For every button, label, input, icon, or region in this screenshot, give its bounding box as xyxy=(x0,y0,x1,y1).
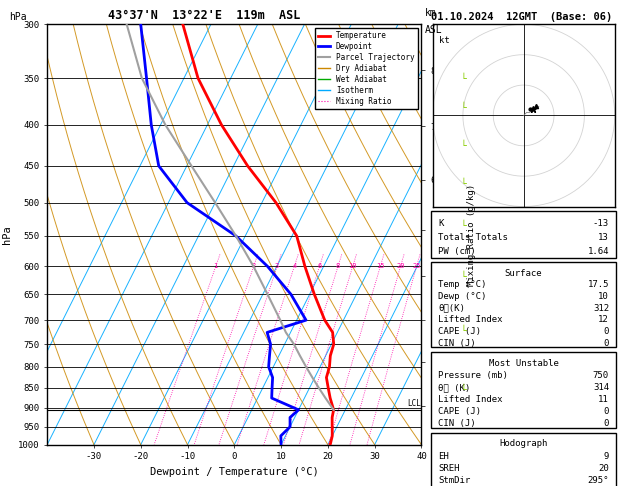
Text: -13: -13 xyxy=(593,219,609,228)
Text: Dewp (°C): Dewp (°C) xyxy=(438,292,487,301)
Text: CAPE (J): CAPE (J) xyxy=(438,327,481,336)
Text: 0: 0 xyxy=(604,419,609,428)
Text: Mixing Ratio (g/kg): Mixing Ratio (g/kg) xyxy=(467,183,476,286)
Text: 43°37'N  13°22'E  119m  ASL: 43°37'N 13°22'E 119m ASL xyxy=(108,9,301,22)
Text: └: └ xyxy=(460,221,466,231)
Text: 0: 0 xyxy=(604,327,609,336)
Text: 750: 750 xyxy=(593,371,609,380)
Text: LCL: LCL xyxy=(408,399,421,408)
Text: km: km xyxy=(425,8,437,18)
Text: 15: 15 xyxy=(376,263,384,269)
Text: 25: 25 xyxy=(413,263,421,269)
Text: └: └ xyxy=(460,74,466,84)
Text: Pressure (mb): Pressure (mb) xyxy=(438,371,508,380)
Text: 3: 3 xyxy=(275,263,279,269)
Text: PW (cm): PW (cm) xyxy=(438,247,476,256)
Text: 20: 20 xyxy=(598,464,609,473)
Text: CIN (J): CIN (J) xyxy=(438,419,476,428)
Text: K: K xyxy=(438,219,443,228)
Text: 8: 8 xyxy=(336,263,340,269)
Text: ASL: ASL xyxy=(425,25,442,35)
Text: Temp (°C): Temp (°C) xyxy=(438,280,487,290)
Text: θᴇ (K): θᴇ (K) xyxy=(438,383,470,392)
Text: Totals Totals: Totals Totals xyxy=(438,233,508,242)
Text: Surface: Surface xyxy=(505,269,542,278)
Text: hPa: hPa xyxy=(9,12,27,22)
Text: Most Unstable: Most Unstable xyxy=(489,359,559,368)
Text: 1: 1 xyxy=(214,263,218,269)
Text: └: └ xyxy=(460,272,466,281)
Text: Lifted Index: Lifted Index xyxy=(438,315,503,325)
Text: 0: 0 xyxy=(604,407,609,416)
Text: θᴇ(K): θᴇ(K) xyxy=(438,304,465,313)
Text: 01.10.2024  12GMT  (Base: 06): 01.10.2024 12GMT (Base: 06) xyxy=(431,12,612,22)
Text: └: └ xyxy=(460,385,466,395)
Text: 11: 11 xyxy=(598,395,609,404)
Text: 1.64: 1.64 xyxy=(587,247,609,256)
Text: 9: 9 xyxy=(604,451,609,461)
Text: SREH: SREH xyxy=(438,464,460,473)
Text: Hodograph: Hodograph xyxy=(499,439,548,449)
Text: 10: 10 xyxy=(598,292,609,301)
Text: └: └ xyxy=(460,326,466,336)
X-axis label: Dewpoint / Temperature (°C): Dewpoint / Temperature (°C) xyxy=(150,467,319,477)
Text: 312: 312 xyxy=(593,304,609,313)
Text: 10: 10 xyxy=(348,263,357,269)
Text: 17.5: 17.5 xyxy=(587,280,609,290)
Text: CAPE (J): CAPE (J) xyxy=(438,407,481,416)
Y-axis label: hPa: hPa xyxy=(3,225,13,244)
Text: └: └ xyxy=(460,104,466,113)
Text: 0: 0 xyxy=(604,339,609,348)
Text: 2: 2 xyxy=(252,263,256,269)
Text: CIN (J): CIN (J) xyxy=(438,339,476,348)
Text: EH: EH xyxy=(438,451,449,461)
Text: 4: 4 xyxy=(292,263,296,269)
Text: kt: kt xyxy=(438,35,449,45)
Text: Lifted Index: Lifted Index xyxy=(438,395,503,404)
Text: 6: 6 xyxy=(318,263,321,269)
Text: 314: 314 xyxy=(593,383,609,392)
Text: └: └ xyxy=(460,141,466,151)
Text: StmDir: StmDir xyxy=(438,476,470,486)
Text: 295°: 295° xyxy=(587,476,609,486)
Text: 20: 20 xyxy=(396,263,405,269)
Text: 12: 12 xyxy=(598,315,609,325)
Text: 13: 13 xyxy=(598,233,609,242)
Legend: Temperature, Dewpoint, Parcel Trajectory, Dry Adiabat, Wet Adiabat, Isotherm, Mi: Temperature, Dewpoint, Parcel Trajectory… xyxy=(315,28,418,109)
Text: └: └ xyxy=(460,179,466,189)
